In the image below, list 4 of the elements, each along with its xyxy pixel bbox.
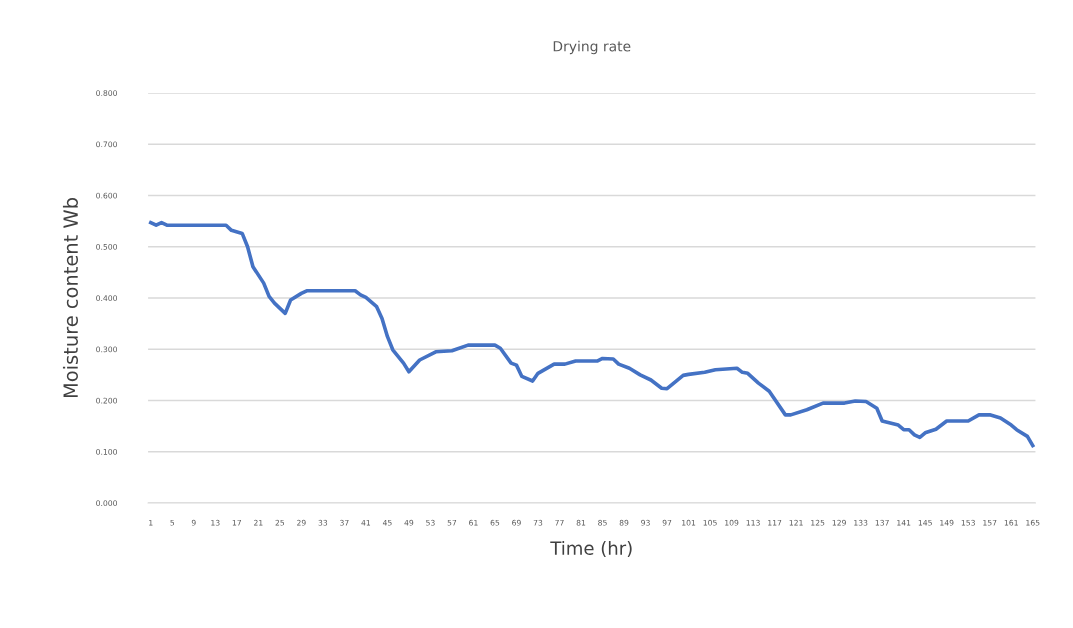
line-series xyxy=(148,220,1035,448)
x-axis-title: Time (hr) xyxy=(550,540,632,558)
y-axis-title: Moisture content Wb xyxy=(62,198,78,398)
chart-title: Drying rate xyxy=(553,40,631,55)
